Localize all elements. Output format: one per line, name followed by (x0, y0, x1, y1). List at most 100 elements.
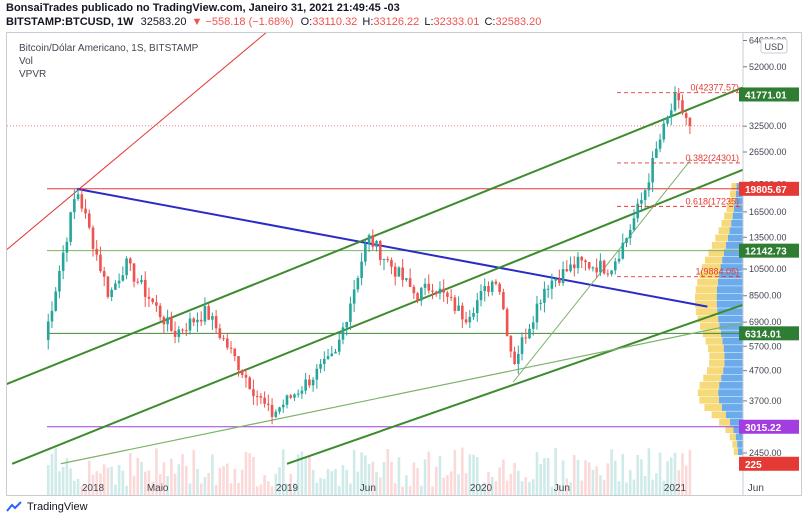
vpvr-bar-sell (737, 440, 743, 448)
volume-bar (494, 481, 498, 495)
candle-body (632, 218, 636, 230)
candle-body (315, 368, 319, 380)
green-light-trendline[interactable] (60, 319, 756, 465)
volume-bar (300, 451, 304, 495)
volume-bar (226, 463, 229, 495)
high-value: 33126.22 (373, 16, 420, 28)
high-label: H: (362, 16, 374, 28)
candle-body (535, 303, 539, 323)
candle-body (248, 377, 251, 390)
vpvr-bar-buy (711, 411, 726, 419)
volume-bar (535, 452, 539, 495)
vpvr-bar-buy (731, 183, 737, 190)
y-tick-label: 26500.00 (749, 147, 787, 157)
candle-body (420, 287, 423, 301)
candle-body (643, 190, 647, 201)
volume-bar (207, 472, 210, 495)
candle-body (136, 281, 140, 283)
vpvr-bar-sell (727, 234, 743, 242)
candle-body (528, 328, 531, 339)
y-tick-label: 3700.00 (749, 396, 782, 406)
green-steep-trendline[interactable] (512, 159, 692, 383)
candle-body (352, 289, 356, 304)
volume-bar (330, 471, 334, 495)
volume-bar (393, 483, 397, 495)
candle-body (99, 254, 102, 272)
green-channel-mid[interactable] (11, 163, 757, 465)
candle-body (572, 264, 576, 269)
volume-bar (558, 484, 561, 495)
volume-bar (349, 483, 352, 495)
volume-bar (517, 470, 520, 495)
currency-label: USD (764, 42, 784, 52)
volume-bar (610, 449, 613, 495)
volume-bar (479, 485, 483, 495)
green-channel-upper[interactable] (7, 81, 757, 427)
price-badge-label: 6314.01 (745, 329, 782, 340)
candle-body (446, 292, 449, 297)
volume-bar (352, 449, 356, 495)
candle-body (233, 348, 237, 357)
candle-body (371, 235, 375, 247)
x-tick-label: Jun (360, 483, 376, 494)
candle-body (442, 288, 445, 293)
volume-bar (248, 453, 251, 495)
volume-bar (427, 451, 431, 495)
volume-bar (606, 463, 610, 495)
candle-body (513, 351, 516, 364)
upper-red-trendline[interactable] (7, 33, 352, 340)
green-channel-lower[interactable] (286, 299, 757, 465)
volume-bar (360, 452, 363, 495)
fib-level-label: 1(9884.05) (695, 267, 739, 277)
volume-bar (561, 460, 565, 495)
y-tick-label: 13500.00 (749, 232, 787, 242)
candle-body (539, 302, 542, 304)
open-value: 33110.32 (312, 16, 358, 28)
volume-bar (490, 476, 494, 495)
chart-area[interactable]: 0(42377.57) 0.382(24301) 0.618(17235) 1(988… (6, 32, 802, 496)
candle-body (602, 260, 606, 274)
candle-body (617, 258, 621, 262)
volume-bar (599, 475, 602, 495)
volume-bar (390, 461, 393, 495)
currency-button[interactable] (760, 38, 788, 54)
volume-bar (520, 481, 524, 495)
volume-bar (382, 462, 386, 495)
volume-bar (255, 486, 259, 495)
candle-body (244, 374, 248, 378)
candle-body (166, 317, 169, 325)
volume-bar (326, 468, 330, 495)
candle-body (614, 261, 617, 271)
candle-body (237, 356, 240, 371)
volume-bar (431, 486, 434, 495)
blue-resistance-trendline[interactable] (76, 187, 708, 308)
fib-level-label: 0.382(24301) (685, 153, 739, 163)
vpvr-bar-buy (695, 300, 717, 308)
vpvr-bar-buy (709, 352, 725, 360)
vpvr-bar-buy (733, 448, 738, 456)
candle-body (300, 390, 304, 394)
vpvr-bar-sell (716, 293, 743, 301)
price-badge-label: 225 (745, 460, 762, 471)
candle-body (681, 100, 684, 114)
vpvr-bar-sell (724, 359, 743, 367)
vpvr-bar-sell (723, 345, 743, 352)
candle-body (375, 241, 378, 247)
volume-bar (408, 486, 412, 495)
price-chart[interactable]: 0(42377.57) 0.382(24301) 0.618(17235) 1(988… (7, 33, 801, 495)
volume-bar (405, 475, 408, 495)
price-axis[interactable] (743, 33, 801, 495)
volume-legend[interactable]: Vol (19, 56, 33, 67)
volume-bar (244, 452, 248, 495)
volume-bar (356, 471, 360, 495)
vpvr-legend[interactable]: VPVR (19, 69, 47, 80)
candle-body (226, 338, 229, 348)
volume-bar (468, 454, 472, 495)
volume-bar (323, 478, 326, 495)
candle-body (87, 213, 91, 228)
volume-bar (199, 483, 203, 495)
candle-body (576, 256, 580, 269)
brand-name: TradingView (27, 501, 88, 513)
price-badge (739, 456, 799, 471)
price-badge (739, 326, 799, 341)
